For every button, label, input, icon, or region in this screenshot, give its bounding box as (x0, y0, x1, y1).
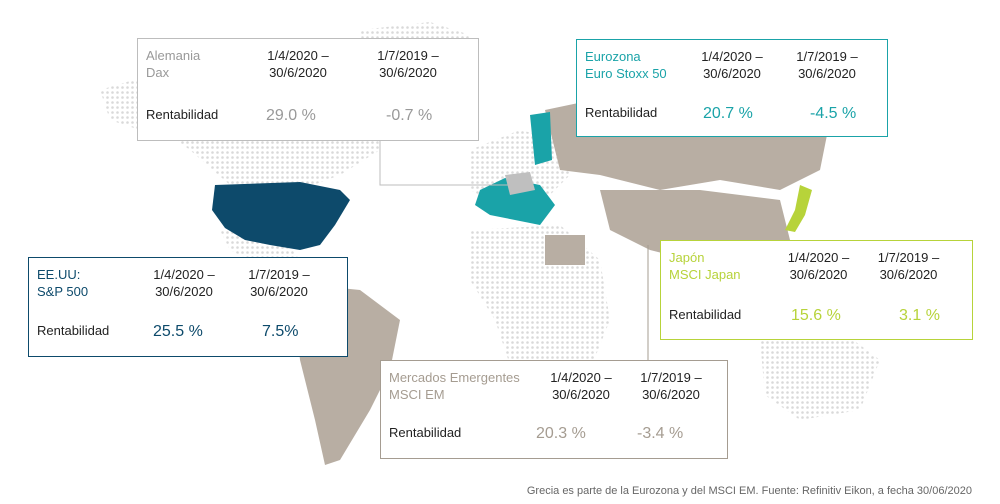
germany-value-1: 29.0 % (266, 107, 316, 124)
emerging-name: Mercados Emergentes (389, 370, 520, 385)
emerging-period-1: 1/4/2020 – 30/6/2020 (550, 370, 612, 402)
japan-shape (785, 185, 812, 232)
eurozone-index: Euro Stoxx 50 (585, 66, 667, 81)
japan-index: MSCI Japan (669, 267, 741, 282)
eurozone-info-box: Eurozona Euro Stoxx 50 1/4/2020 – 30/6/2… (576, 39, 888, 137)
usa-label: Rentabilidad (37, 323, 110, 338)
usa-shape (212, 182, 350, 250)
japan-value-2: 3.1 % (899, 307, 940, 324)
emerging-value-1: 20.3 % (536, 425, 586, 442)
usa-value-2: 7.5% (262, 323, 299, 340)
emerging-info-box: Mercados Emergentes MSCI EM 1/4/2020 – 3… (380, 360, 728, 459)
emerging-value-2: -3.4 % (637, 425, 684, 442)
germany-label: Rentabilidad (146, 107, 219, 122)
footer-note: Grecia es parte de la Eurozona y del MSC… (526, 485, 972, 497)
emerging-label: Rentabilidad (389, 425, 462, 440)
japan-info-box: Japón MSCI Japan 1/4/2020 – 30/6/2020 1/… (660, 240, 973, 340)
germany-value-2: -0.7 % (386, 107, 433, 124)
usa-name: EE.UU: (37, 267, 81, 282)
germany-period-1: 1/4/2020 – 30/6/2020 (267, 48, 329, 80)
emerging-period-2: 1/7/2019 – 30/6/2020 (640, 370, 702, 402)
egypt-shape (545, 235, 585, 265)
japan-period-1: 1/4/2020 – 30/6/2020 (787, 250, 850, 282)
usa-value-1: 25.5 % (153, 323, 203, 340)
eurozone-label: Rentabilidad (585, 105, 658, 120)
australia-shape (760, 330, 880, 420)
usa-info-box: EE.UU: S&P 500 1/4/2020 – 30/6/2020 1/7/… (28, 257, 348, 357)
germany-name: Alemania (146, 48, 201, 63)
japan-period-2: 1/7/2019 – 30/6/2020 (877, 250, 940, 282)
eurozone-shape (475, 178, 555, 225)
eurozone-value-1: 20.7 % (703, 105, 753, 122)
japan-value-1: 15.6 % (791, 307, 841, 324)
germany-period-2: 1/7/2019 – 30/6/2020 (377, 48, 439, 80)
germany-info-box: Alemania Dax 1/4/2020 – 30/6/2020 1/7/20… (137, 38, 479, 141)
germany-shape (505, 172, 535, 195)
japan-label: Rentabilidad (669, 307, 742, 322)
emerging-index: MSCI EM (389, 387, 445, 402)
finland-shape (530, 112, 552, 165)
eurozone-value-2: -4.5 % (810, 105, 857, 122)
eurozone-name: Eurozona (585, 49, 641, 64)
usa-index: S&P 500 (37, 284, 89, 299)
japan-name: Japón (669, 250, 705, 265)
eurozone-period-2: 1/7/2019 – 30/6/2020 (796, 49, 858, 81)
eurozone-period-1: 1/4/2020 – 30/6/2020 (701, 49, 763, 81)
usa-period-2: 1/7/2019 – 30/6/2020 (248, 267, 310, 299)
usa-period-1: 1/4/2020 – 30/6/2020 (153, 267, 215, 299)
germany-index: Dax (146, 65, 170, 80)
germany-connector (379, 140, 510, 186)
